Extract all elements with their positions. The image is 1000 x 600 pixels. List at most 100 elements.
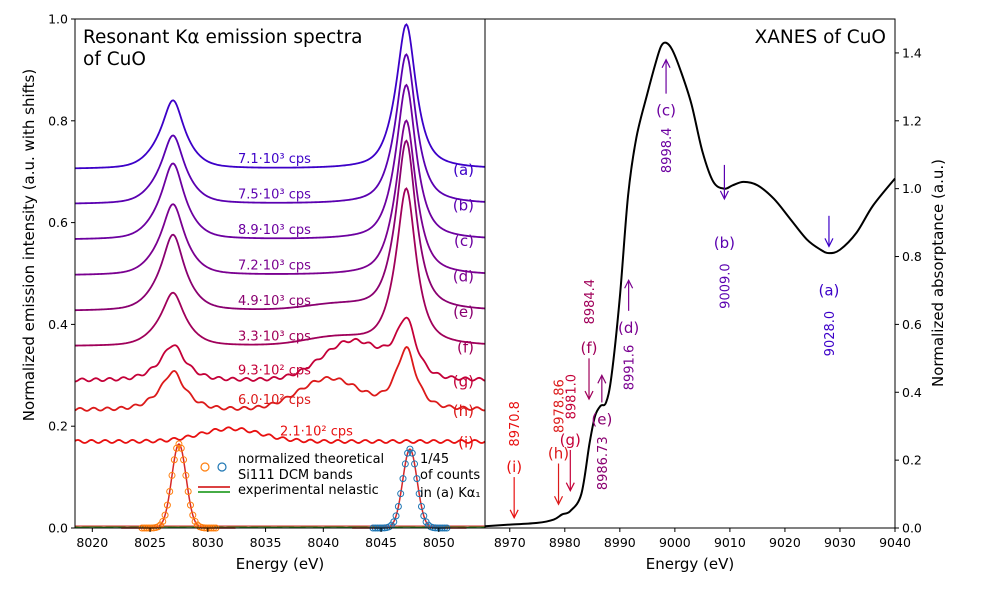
emission-count-label: 9.3·10² cps bbox=[238, 363, 311, 378]
x-tick-label: 9030 bbox=[824, 535, 856, 550]
theory-band-marker bbox=[182, 471, 190, 479]
legend-theory-label: normalized theoretical bbox=[238, 452, 384, 467]
emission-series-label: (h) bbox=[453, 402, 474, 420]
y-tick-label: 1.2 bbox=[902, 113, 922, 128]
legend-experimental-label: experimental nelastic bbox=[238, 483, 379, 498]
xanes-chart-title: XANES of CuO bbox=[755, 27, 886, 48]
emission-series-line bbox=[74, 316, 486, 383]
emission-spectra-panel: (a) 7.1·10³ cps (b) 7.5·10³ cps (c) 8.9·10³ c… bbox=[20, 12, 486, 573]
annotation-label: (c) bbox=[656, 102, 676, 120]
emission-series-label: (f) bbox=[457, 338, 474, 356]
y-tick-label: 0.6 bbox=[48, 215, 68, 230]
y-tick-label: 1.4 bbox=[902, 45, 922, 60]
emission-series-label: (c) bbox=[454, 232, 474, 250]
theory-band-marker bbox=[191, 517, 199, 525]
annotation-label: (a) bbox=[819, 281, 840, 299]
annotation-label: (i) bbox=[506, 458, 522, 476]
legend-blue-marker bbox=[217, 462, 227, 472]
theory-band-marker bbox=[161, 511, 169, 519]
legend-note-line3: in (a) Kα₁ bbox=[420, 486, 481, 501]
emission-series-line bbox=[74, 426, 486, 444]
emission-series-label: (i) bbox=[458, 433, 474, 451]
y-tick-label: 0.8 bbox=[48, 113, 68, 128]
annotation-energy-label: 9009.0 bbox=[718, 263, 733, 309]
theory-band-marker bbox=[184, 487, 192, 495]
annotation-energy-label: 8986.73 bbox=[596, 436, 611, 490]
emission-series-line bbox=[74, 53, 486, 205]
x-tick-label: 9000 bbox=[659, 535, 691, 550]
annotation-label: (h) bbox=[548, 444, 569, 462]
y-tick-label: 0.2 bbox=[902, 453, 922, 468]
y-tick-label: 0.4 bbox=[48, 317, 68, 332]
theory-band-marker bbox=[177, 444, 185, 452]
legend-note-line2: of counts bbox=[420, 468, 480, 483]
annotation-energy-label: 9028.0 bbox=[823, 311, 838, 357]
emission-series-line bbox=[74, 119, 486, 276]
xanes-axes-frame bbox=[484, 18, 896, 529]
emission-series-line bbox=[74, 139, 486, 312]
emission-count-label: 7.5·10³ cps bbox=[238, 187, 311, 202]
emission-count-label: 7.2·10³ cps bbox=[238, 259, 311, 274]
emission-series-label: (b) bbox=[453, 196, 474, 214]
theory-band-marker bbox=[401, 460, 409, 468]
theory-band-marker bbox=[413, 475, 421, 483]
theory-band-marker bbox=[390, 518, 398, 526]
annotation-label: (e) bbox=[591, 410, 612, 428]
theory-band-marker bbox=[163, 501, 171, 509]
xanes-plot-area bbox=[484, 41, 896, 528]
emission-series-label: (a) bbox=[453, 161, 474, 179]
emission-count-label: 8.9·10³ cps bbox=[238, 223, 311, 238]
annotation-arrow-head bbox=[597, 373, 607, 384]
annotation-label: (b) bbox=[714, 234, 735, 252]
experimental-baseline-line bbox=[74, 525, 486, 529]
theory-band-marker bbox=[168, 471, 176, 479]
annotation-arrow-head bbox=[584, 390, 594, 401]
emission-chart-title-line2: of CuO bbox=[83, 49, 146, 70]
annotation-label: (d) bbox=[618, 319, 639, 337]
annotation-label: (f) bbox=[581, 339, 598, 357]
emission-series-line bbox=[74, 23, 486, 170]
theory-band-marker bbox=[408, 449, 416, 457]
theory-band-marker bbox=[420, 512, 428, 520]
x-tick-label: 8030 bbox=[192, 535, 224, 550]
theory-band-marker bbox=[404, 449, 412, 457]
theory-band-marker bbox=[392, 512, 400, 520]
x-tick-label: 8050 bbox=[423, 535, 455, 550]
emission-series-label: (e) bbox=[453, 303, 474, 321]
annotation-energy-label: 8991.6 bbox=[623, 345, 638, 391]
theory-band-marker bbox=[189, 511, 197, 519]
emission-y-axis-label: Normalized emission intensity (a.u. with… bbox=[20, 69, 38, 421]
x-tick-label: 8990 bbox=[604, 535, 636, 550]
emission-chart-title-line1: Resonant Kα emission spectra bbox=[83, 27, 363, 48]
theory-band-marker bbox=[166, 487, 174, 495]
legend-theory-label-2: Si111 DCM bands bbox=[238, 468, 353, 483]
annotation-arrow-head bbox=[624, 278, 634, 289]
emission-count-label: 2.1·10² cps bbox=[280, 424, 353, 439]
theory-band-marker bbox=[170, 456, 178, 464]
annotation-energy-label: 8984.4 bbox=[583, 279, 598, 325]
emission-count-label: 4.9·10³ cps bbox=[238, 294, 311, 309]
emission-series-line bbox=[74, 187, 486, 347]
x-tick-label: 8040 bbox=[307, 535, 339, 550]
x-tick-label: 9040 bbox=[879, 535, 911, 550]
annotation-arrow-head bbox=[553, 495, 564, 506]
x-tick-label: 8045 bbox=[365, 535, 397, 550]
annotation-label: (g) bbox=[560, 431, 581, 449]
y-tick-label: 0.0 bbox=[48, 521, 68, 536]
x-tick-label: 8035 bbox=[250, 535, 282, 550]
emission-series-label: (g) bbox=[453, 372, 474, 390]
xanes-annotations: (a) 9028.0 (b) 9009.0 (c) 8998.4 (d) 8991.6 (e) 8… bbox=[506, 58, 840, 520]
theory-band-marker bbox=[180, 456, 188, 464]
x-tick-label: 8980 bbox=[549, 535, 581, 550]
theory-band-marker bbox=[159, 517, 167, 525]
annotation-arrow-head bbox=[565, 482, 575, 493]
theory-band-marker bbox=[186, 501, 194, 509]
y-tick-label: 0.2 bbox=[48, 419, 68, 434]
emission-x-axis-label: Energy (eV) bbox=[236, 555, 324, 573]
y-tick-label: 1.0 bbox=[48, 12, 68, 27]
x-tick-label: 8970 bbox=[494, 535, 526, 550]
